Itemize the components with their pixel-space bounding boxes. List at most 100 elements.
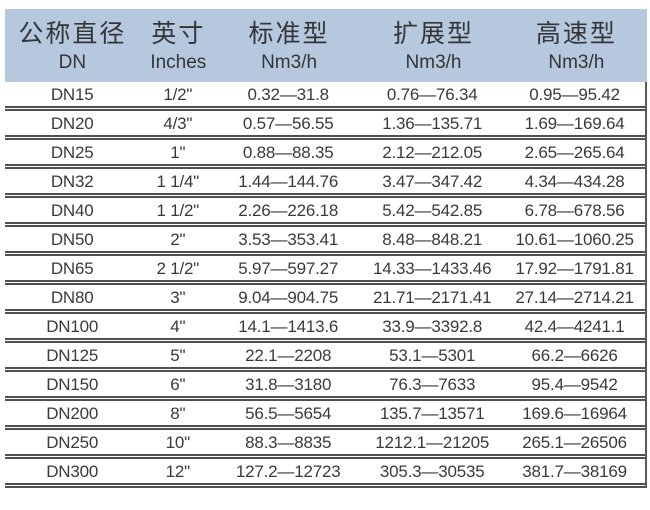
table-cell: 2 1/2" [156,258,200,278]
table-cell: 21.71—2171.41 [372,287,492,307]
table-cell: 0.32—31.8 [247,84,330,104]
table-cell: 27.14—2714.21 [515,287,634,307]
header-highspeed-type-cn: 高速型 [535,20,617,48]
table-cell: 76.3—7633 [389,374,476,394]
table-cell: 22.1—2208 [245,345,332,365]
table-body: DN15 1/2" 0.32—31.8 0.76—76.34 0.95—95.4… [5,82,647,488]
table-cell: DN40 [50,200,94,220]
header-inches: 英寸 Inches [140,19,217,74]
header-standard-type-en: Nm3/h [261,52,318,73]
table-cell: 3.47—347.42 [382,171,483,191]
header-extended-type-en: Nm3/h [405,52,462,73]
table-cell: DN15 [50,84,94,104]
table-cell: 4" [170,316,186,336]
table-cell: 169.6—16964 [522,403,627,423]
table-header: 公称直径 DN 英寸 Inches 标准型 Nm3/h 扩展型 Nm3/h 高速… [5,9,647,82]
table-row: DN100 4" 14.1—1413.6 33.9—3392.8 42.4—42… [5,314,645,343]
table-cell: 4/3" [163,113,193,133]
header-standard-type: 标准型 Nm3/h [217,19,361,74]
header-nominal-diameter-en: DN [58,52,87,73]
table-row: DN15 1/2" 0.32—31.8 0.76—76.34 0.95—95.4… [5,82,645,111]
table-cell: DN250 [46,432,99,452]
flow-spec-table: 公称直径 DN 英寸 Inches 标准型 Nm3/h 扩展型 Nm3/h 高速… [5,9,647,488]
table-cell: 95.4—9542 [531,374,618,394]
table-row: DN40 1 1/2" 2.26—226.18 5.42—542.85 6.78… [5,198,645,227]
table-cell: DN25 [50,142,94,162]
table-cell: 3.53—353.41 [238,229,339,249]
table-cell: 2.65—265.64 [524,142,625,162]
table-cell: 8.48—848.21 [382,229,483,249]
table-cell: 33.9—3392.8 [382,316,483,336]
table-cell: 0.88—88.35 [242,142,334,162]
table-cell: 56.5—5654 [245,403,332,423]
table-cell: 5.97—597.27 [238,258,339,278]
table-row: DN300 12" 127.2—12723 305.3—30535 381.7—… [5,459,645,488]
table-row: DN50 2" 3.53—353.41 8.48—848.21 10.61—10… [5,227,645,256]
table-cell: 1.69—169.64 [524,113,625,133]
table-row: DN80 3" 9.04—904.75 21.71—2171.41 27.14—… [5,285,645,314]
table-cell: 17.92—1791.81 [515,258,634,278]
table-cell: DN100 [46,316,99,336]
table-cell: 5" [170,345,186,365]
header-nominal-diameter: 公称直径 DN [5,19,140,74]
table-cell: 1 1/4" [156,171,200,191]
table-cell: 0.76—76.34 [386,84,478,104]
table-cell: 88.3—8835 [245,432,332,452]
header-nominal-diameter-cn: 公称直径 [18,20,127,48]
table-cell: 6.78—678.56 [524,200,625,220]
table-cell: 12" [165,461,191,481]
table-cell: 8" [170,403,186,423]
table-cell: 42.4—4241.1 [524,316,625,336]
table-cell: 3" [170,287,186,307]
table-cell: 9.04—904.75 [238,287,339,307]
table-row: DN150 6" 31.8—3180 76.3—7633 95.4—9542 [5,372,645,401]
table-cell: 265.1—26506 [522,432,627,452]
table-row: DN200 8" 56.5—5654 135.7—13571 169.6—169… [5,401,645,430]
table-cell: 305.3—30535 [379,461,485,481]
table-cell: 2.26—226.18 [238,200,339,220]
table-cell: DN125 [46,345,99,365]
table-cell: 1/2" [163,84,193,104]
table-cell: 1 1/2" [156,200,200,220]
header-extended-type: 扩展型 Nm3/h [361,19,505,74]
table-cell: 14.33—1433.46 [372,258,492,278]
table-row: DN125 5" 22.1—2208 53.1—5301 66.2—6626 [5,343,645,372]
header-standard-type-cn: 标准型 [248,20,330,48]
header-inches-cn: 英寸 [151,20,206,48]
table-cell: DN80 [50,287,94,307]
table-cell: 1212.1—21205 [375,432,490,452]
table-row: DN25 1" 0.88—88.35 2.12—212.05 2.65—265.… [5,140,645,169]
table-cell: 135.7—13571 [379,403,485,423]
table-cell: 0.57—56.55 [242,113,334,133]
header-highspeed-type-en: Nm3/h [548,52,605,73]
table-cell: 10" [165,432,191,452]
table-cell: 1.36—135.71 [382,113,483,133]
table-row: DN65 2 1/2" 5.97—597.27 14.33—1433.46 17… [5,256,645,285]
table-cell: 5.42—542.85 [382,200,483,220]
table-cell: 66.2—6626 [531,345,618,365]
table-cell: DN300 [46,461,99,481]
table-cell: 10.61—1060.25 [515,229,634,249]
table-cell: 53.1—5301 [389,345,476,365]
header-highspeed-type: 高速型 Nm3/h [506,19,647,74]
header-inches-en: Inches [150,52,207,73]
table-cell: DN65 [50,258,94,278]
table-cell: 2.12—212.05 [382,142,483,162]
table-cell: 127.2—12723 [235,461,341,481]
table-cell: 6" [170,374,186,394]
table-cell: 1.44—144.76 [238,171,339,191]
table-row: DN250 10" 88.3—8835 1212.1—21205 265.1—2… [5,430,645,459]
header-extended-type-cn: 扩展型 [392,20,474,48]
table-row: DN32 1 1/4" 1.44—144.76 3.47—347.42 4.34… [5,169,645,198]
table-cell: DN200 [46,403,99,423]
table-cell: 1" [170,142,186,162]
table-row: DN20 4/3" 0.57—56.55 1.36—135.71 1.69—16… [5,111,645,140]
table-cell: 0.95—95.42 [529,84,620,104]
table-cell: 2" [170,229,186,249]
table-cell: DN32 [50,171,94,191]
table-cell: 4.34—434.28 [524,171,625,191]
table-cell: 31.8—3180 [245,374,332,394]
table-cell: 381.7—38169 [522,461,627,481]
table-cell: DN50 [50,229,94,249]
table-cell: 14.1—1413.6 [238,316,339,336]
